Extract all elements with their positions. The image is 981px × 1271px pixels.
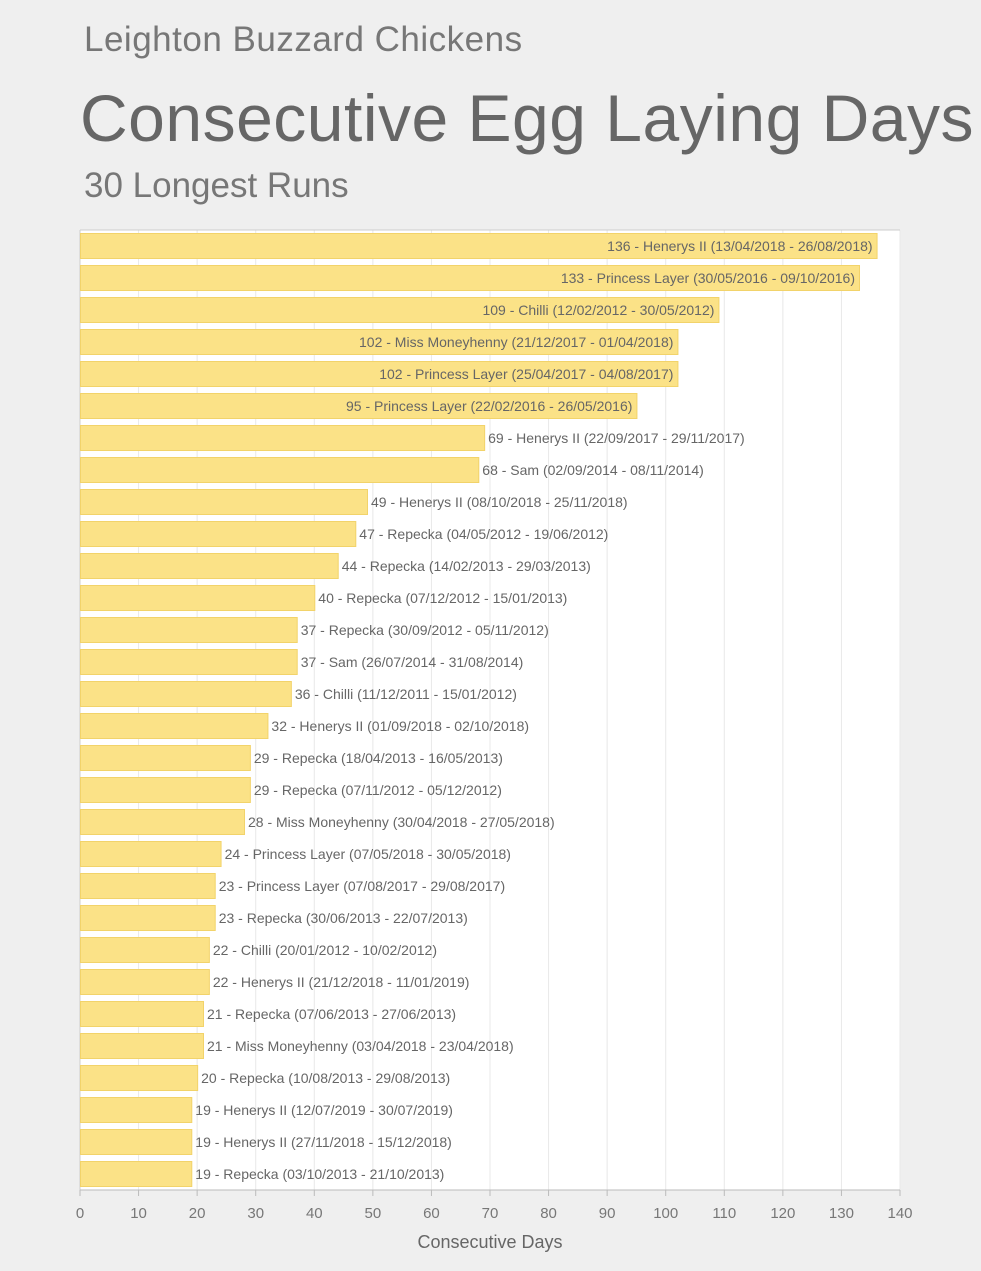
bar — [80, 1001, 204, 1027]
chart-subtitle: 30 Longest Runs — [84, 166, 349, 205]
bar-label: 47 - Repecka (04/05/2012 - 19/06/2012) — [359, 526, 608, 542]
bar — [80, 1065, 199, 1091]
bar-label: 19 - Repecka (03/10/2013 - 21/10/2013) — [195, 1166, 444, 1182]
bar — [80, 809, 245, 835]
bar-label: 22 - Chilli (20/01/2012 - 10/02/2012) — [213, 942, 437, 958]
bar — [80, 585, 316, 611]
x-tick-label: 70 — [482, 1205, 499, 1222]
bar-label: 19 - Henerys II (27/11/2018 - 15/12/2018… — [195, 1134, 452, 1150]
bar — [80, 937, 210, 963]
x-tick-label: 130 — [829, 1205, 854, 1222]
bar-label: 133 - Princess Layer (30/05/2016 - 09/10… — [561, 270, 855, 286]
bar-label: 49 - Henerys II (08/10/2018 - 25/11/2018… — [371, 494, 628, 510]
bar-label: 19 - Henerys II (12/07/2019 - 30/07/2019… — [195, 1102, 453, 1118]
bar — [80, 969, 210, 995]
bar — [80, 489, 368, 515]
bar-label: 44 - Repecka (14/02/2013 - 29/03/2013) — [342, 558, 591, 574]
x-tick-label: 100 — [653, 1205, 678, 1222]
chart-title: Consecutive Egg Laying Days — [80, 81, 974, 155]
bar — [80, 713, 269, 739]
bar-label: 68 - Sam (02/09/2014 - 08/11/2014) — [482, 462, 704, 478]
bar — [80, 361, 679, 387]
bar — [80, 521, 357, 547]
bar-label: 23 - Repecka (30/06/2013 - 22/07/2013) — [219, 910, 468, 926]
bar-label: 37 - Repecka (30/09/2012 - 05/11/2012) — [301, 622, 549, 638]
bar-label: 36 - Chilli (11/12/2011 - 15/01/2012) — [295, 686, 517, 702]
bar-label: 29 - Repecka (18/04/2013 - 16/05/2013) — [254, 750, 503, 766]
x-tick-label: 140 — [887, 1205, 912, 1222]
bar — [80, 233, 878, 259]
bar-label: 37 - Sam (26/07/2014 - 31/08/2014) — [301, 654, 524, 670]
bar — [80, 841, 222, 867]
bar-label: 69 - Henerys II (22/09/2017 - 29/11/2017… — [488, 430, 745, 446]
bar — [80, 457, 480, 483]
bar — [80, 1161, 193, 1187]
bar-label: 32 - Henerys II (01/09/2018 - 02/10/2018… — [271, 718, 529, 734]
bar — [80, 745, 251, 771]
x-tick-label: 30 — [247, 1205, 264, 1222]
bar-label: 24 - Princess Layer (07/05/2018 - 30/05/… — [225, 846, 511, 862]
bar-label: 23 - Princess Layer (07/08/2017 - 29/08/… — [219, 878, 505, 894]
x-tick-label: 10 — [130, 1205, 147, 1222]
x-tick-label: 110 — [712, 1205, 736, 1222]
bar-label: 102 - Miss Moneyhenny (21/12/2017 - 01/0… — [359, 334, 673, 350]
x-tick-label: 120 — [770, 1205, 795, 1222]
bar — [80, 1129, 193, 1155]
bar-label: 21 - Repecka (07/06/2013 - 27/06/2013) — [207, 1006, 456, 1022]
x-tick-label: 40 — [306, 1205, 323, 1222]
bar-label: 102 - Princess Layer (25/04/2017 - 04/08… — [379, 366, 673, 382]
bar — [80, 905, 216, 931]
bar — [80, 393, 638, 419]
x-tick-label: 90 — [599, 1205, 616, 1222]
bar — [80, 777, 251, 803]
x-tick-label: 80 — [540, 1205, 557, 1222]
bar-label: 20 - Repecka (10/08/2013 - 29/08/2013) — [201, 1070, 450, 1086]
x-tick-label: 50 — [365, 1205, 382, 1222]
bar-label: 95 - Princess Layer (22/02/2016 - 26/05/… — [346, 398, 632, 414]
bar-label: 40 - Repecka (07/12/2012 - 15/01/2013) — [318, 590, 567, 606]
bar — [80, 1097, 193, 1123]
bar — [80, 425, 486, 451]
bar — [80, 649, 298, 675]
x-axis-title: Consecutive Days — [417, 1232, 562, 1252]
bar-label: 29 - Repecka (07/11/2012 - 05/12/2012) — [254, 782, 502, 798]
site-title: Leighton Buzzard Chickens — [84, 20, 523, 59]
bar-label: 22 - Henerys II (21/12/2018 - 11/01/2019… — [213, 974, 470, 990]
bar-label: 28 - Miss Moneyhenny (30/04/2018 - 27/05… — [248, 814, 555, 830]
bar — [80, 617, 298, 643]
bar — [80, 1033, 204, 1059]
x-tick-label: 0 — [76, 1205, 84, 1222]
bar — [80, 681, 292, 707]
bar — [80, 297, 720, 323]
bar — [80, 553, 339, 579]
bar-label: 109 - Chilli (12/02/2012 - 30/05/2012) — [482, 302, 714, 318]
bar — [80, 873, 216, 899]
x-tick-label: 60 — [423, 1205, 440, 1222]
bar-label: 136 - Henerys II (13/04/2018 - 26/08/201… — [607, 238, 872, 254]
bar-label: 21 - Miss Moneyhenny (03/04/2018 - 23/04… — [207, 1038, 514, 1054]
x-tick-label: 20 — [189, 1205, 206, 1222]
bar — [80, 265, 860, 291]
bar — [80, 329, 679, 355]
